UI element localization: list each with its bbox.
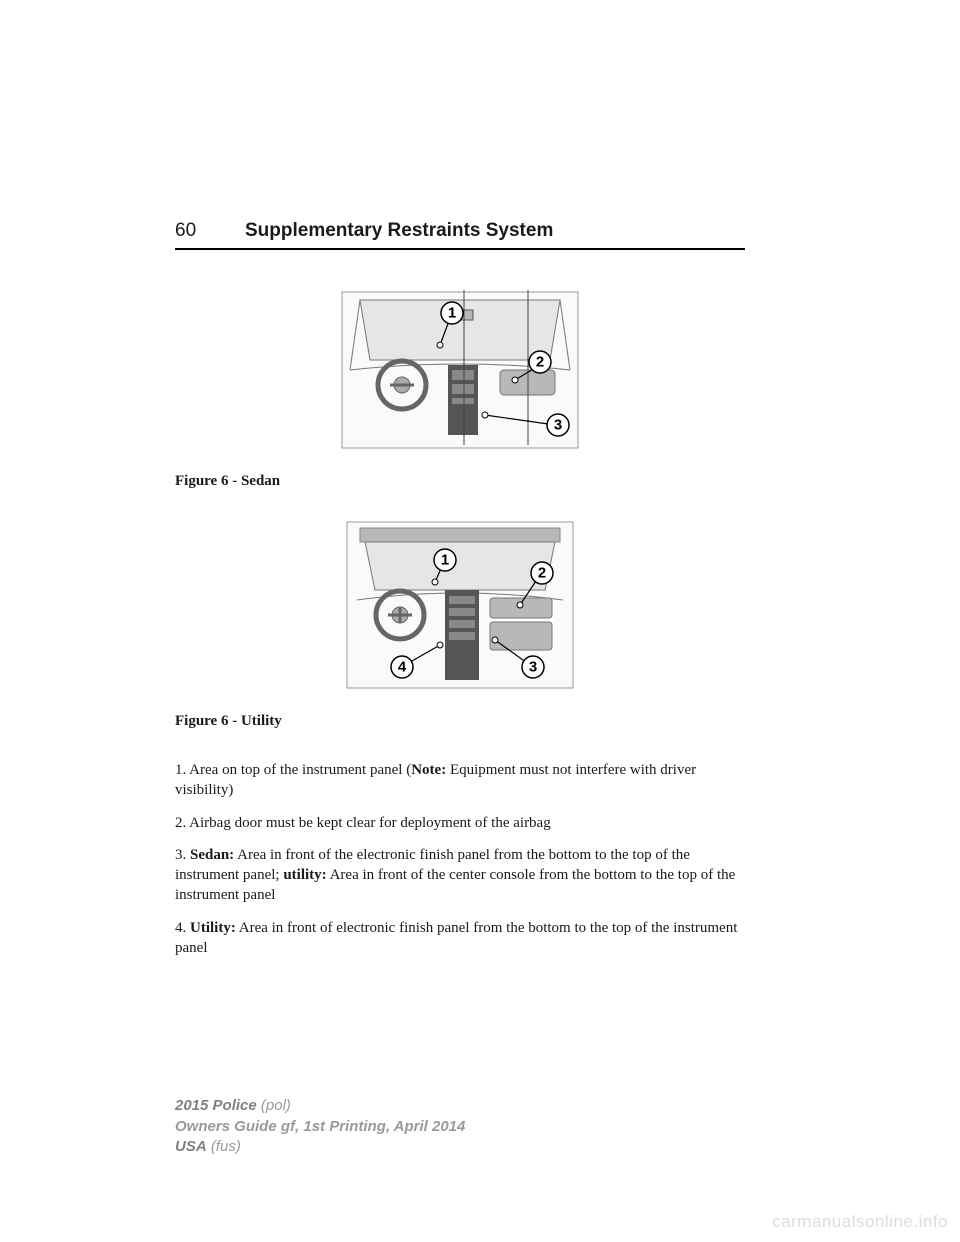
callout-u2: 2 — [538, 565, 546, 582]
footer-country: USA — [175, 1138, 207, 1155]
footer-model-paren: (pol) — [257, 1097, 291, 1114]
callout-1: 1 — [448, 305, 456, 322]
footer-country-paren: (fus) — [207, 1138, 241, 1155]
page-number: 60 — [175, 220, 245, 242]
item-3-sedan-label: Sedan: — [190, 847, 234, 863]
chapter-title: Supplementary Restraints System — [245, 220, 553, 242]
page-footer: 2015 Police (pol) Owners Guide gf, 1st P… — [175, 1096, 465, 1157]
page-header: 60 Supplementary Restraints System — [175, 220, 745, 250]
item-4: 4. Utility: Area in front of electronic … — [175, 918, 745, 959]
item-3-lead: 3. — [175, 847, 190, 863]
item-4-lead: 4. — [175, 920, 190, 936]
callout-u3: 3 — [529, 659, 537, 676]
item-1: 1. Area on top of the instrument panel (… — [175, 760, 745, 801]
figure-utility-caption: Figure 6 - Utility — [175, 713, 745, 730]
footer-guide: Owners Guide gf, 1st Printing, April 201… — [175, 1117, 465, 1137]
callout-3: 3 — [554, 417, 562, 434]
figure-sedan: 1 2 3 — [175, 290, 745, 455]
callout-2: 2 — [536, 354, 544, 371]
item-3: 3. Sedan: Area in front of the electroni… — [175, 845, 745, 906]
item-2: 2. Airbag door must be kept clear for de… — [175, 813, 745, 833]
figure-utility-svg: 1 2 3 4 — [345, 520, 575, 690]
footer-model: 2015 Police — [175, 1097, 257, 1114]
watermark: carmanualsonline.info — [772, 1212, 948, 1232]
item-4-tail: Area in front of electronic finish panel… — [175, 920, 737, 956]
item-1-note-label: Note: — [411, 762, 446, 778]
figure-sedan-caption: Figure 6 - Sedan — [175, 473, 745, 490]
item-4-utility-label: Utility: — [190, 920, 236, 936]
callout-u1: 1 — [441, 552, 449, 569]
figure-utility: 1 2 3 4 — [175, 520, 745, 695]
item-3-utility-label: utility: — [283, 867, 326, 883]
figure-sedan-svg: 1 2 3 — [340, 290, 580, 450]
item-1-lead: 1. Area on top of the instrument panel ( — [175, 762, 411, 778]
callout-u4: 4 — [398, 659, 407, 676]
